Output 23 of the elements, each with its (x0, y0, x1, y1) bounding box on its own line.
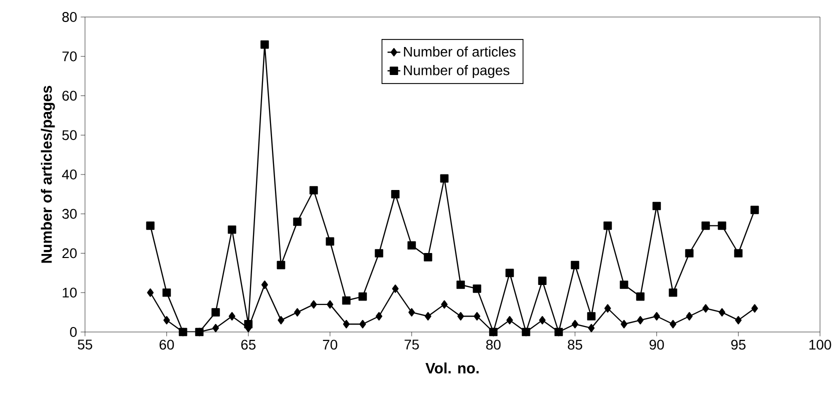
x-tick-label: 95 (731, 340, 746, 350)
x-tick-label: 60 (160, 340, 174, 350)
y-tick-label: 30 (62, 208, 77, 219)
x-tick-label: 55 (78, 340, 92, 350)
x-tick-label: 100 (809, 340, 832, 350)
x-tick-label: 65 (241, 340, 256, 350)
x-tick-label: 70 (322, 340, 338, 350)
y-tick-label: 10 (62, 288, 77, 298)
legend-label: Number of pages (404, 65, 510, 78)
y-tick-label: 80 (62, 12, 77, 22)
x-tick-label: 75 (404, 340, 419, 350)
x-tick-label: 80 (486, 340, 501, 350)
y-tick-label: 0 (70, 327, 77, 337)
y-tick-label: 20 (62, 248, 77, 258)
x-axis-title: Vol. no. (426, 362, 479, 374)
x-tick-label: 90 (650, 340, 664, 350)
y-tick-label: 50 (62, 130, 77, 140)
y-axis-title: Number of articles/pages (40, 86, 55, 263)
y-tick-label: 70 (62, 51, 77, 62)
x-tick-label: 85 (568, 340, 582, 350)
legend-label: Number of articles (404, 46, 516, 57)
y-tick-label: 40 (62, 170, 77, 180)
y-tick-label: 60 (62, 90, 77, 101)
